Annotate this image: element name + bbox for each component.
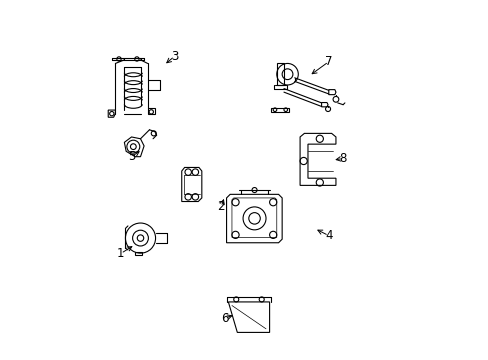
Text: 2: 2 xyxy=(217,201,224,213)
Text: 5: 5 xyxy=(127,150,135,163)
Text: 6: 6 xyxy=(221,311,228,325)
Text: 3: 3 xyxy=(170,50,178,63)
Text: 1: 1 xyxy=(117,247,124,260)
Text: 7: 7 xyxy=(325,55,332,68)
Text: 8: 8 xyxy=(339,152,346,165)
Text: 4: 4 xyxy=(325,229,332,242)
